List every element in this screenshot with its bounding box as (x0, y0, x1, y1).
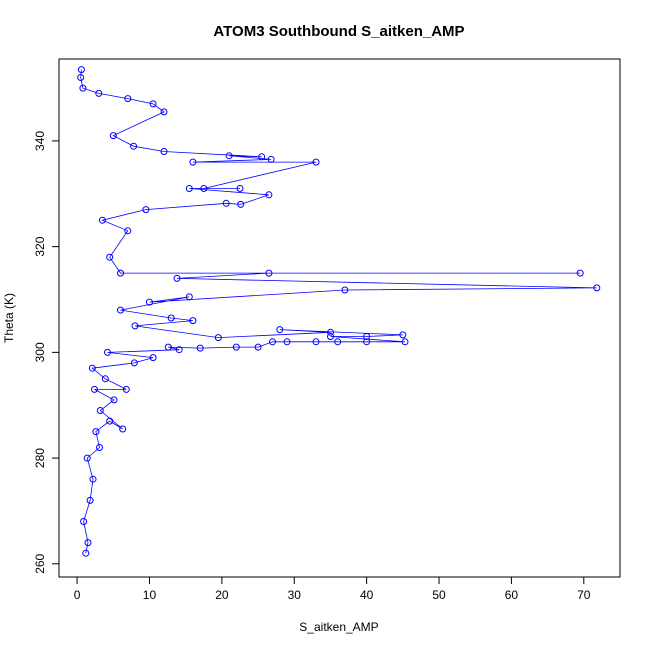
x-tick-label: 40 (360, 588, 374, 602)
plot-frame (58, 58, 621, 578)
data-point (101, 375, 109, 383)
data-point (312, 338, 320, 346)
data-point (104, 348, 111, 356)
data-point (86, 496, 94, 504)
data-point (196, 344, 204, 352)
data-point (110, 396, 118, 404)
data-point (106, 417, 114, 425)
data-point (164, 343, 172, 351)
data-point (119, 425, 127, 433)
data-point (117, 269, 124, 277)
data-point (146, 298, 153, 306)
data-point (88, 364, 96, 372)
series-line (80, 69, 597, 554)
data-point (96, 444, 103, 451)
data-point (265, 191, 273, 199)
data-point (117, 306, 124, 314)
x-tick-label: 0 (74, 588, 81, 602)
data-point (214, 334, 222, 342)
data-point (232, 343, 240, 351)
data-point (401, 338, 409, 346)
y-tick-label: 280 (33, 448, 47, 468)
data-point (236, 185, 244, 192)
x-axis: 0 10 20 30 40 50 60 70 (74, 576, 591, 602)
y-tick-label: 300 (33, 342, 47, 362)
data-point (96, 407, 104, 414)
data-point (149, 354, 157, 362)
data-point (593, 284, 601, 292)
data-point (149, 100, 157, 108)
data-point (341, 286, 349, 294)
data-point (79, 84, 87, 92)
data-point (254, 343, 262, 351)
data-point (312, 158, 320, 166)
y-axis: 260 280 300 320 340 (33, 131, 60, 574)
data-point (124, 95, 132, 103)
data-point (122, 385, 130, 393)
data-point (89, 475, 97, 483)
data-point (92, 428, 100, 436)
x-axis-label: S_aitken_AMP (299, 620, 378, 634)
data-point (91, 385, 98, 393)
data-point (189, 158, 197, 166)
data-point (106, 253, 114, 261)
data-point (98, 216, 106, 224)
data-point (327, 328, 334, 336)
x-tick-label: 10 (143, 588, 157, 602)
data-point (269, 338, 276, 346)
chart-title: ATOM3 Southbound S_aitken_AMP (213, 23, 464, 40)
data-point (222, 199, 230, 207)
x-tick-label: 50 (432, 588, 446, 602)
data-point (399, 331, 407, 339)
data-point (363, 338, 371, 346)
data-point (363, 333, 371, 340)
data-point (77, 66, 85, 74)
x-tick-label: 30 (288, 588, 302, 602)
series-layer (77, 66, 601, 557)
data-point (131, 322, 139, 330)
x-tick-label: 70 (577, 588, 591, 602)
data-point (185, 293, 193, 301)
data-point (258, 153, 266, 161)
y-axis-label: Theta (K) (2, 293, 16, 343)
y-tick-label: 260 (33, 553, 47, 573)
x-tick-label: 60 (505, 588, 519, 602)
data-point (130, 359, 138, 367)
data-point (225, 152, 233, 160)
data-point (334, 338, 342, 346)
data-point (142, 206, 150, 214)
data-point (84, 539, 92, 547)
data-point (109, 132, 117, 140)
data-point (265, 269, 273, 277)
data-point (173, 274, 181, 282)
data-point (267, 155, 275, 163)
data-point (83, 454, 91, 462)
data-point (327, 333, 334, 340)
data-point (283, 338, 291, 346)
data-point (160, 148, 168, 155)
data-point (189, 317, 197, 325)
x-tick-label: 20 (215, 588, 229, 602)
y-tick-label: 340 (33, 131, 47, 151)
data-point (130, 142, 138, 150)
data-point (237, 200, 245, 208)
data-point (167, 314, 175, 322)
data-point (276, 326, 284, 334)
data-point (185, 185, 193, 192)
data-point (124, 227, 132, 235)
data-point (200, 185, 208, 192)
data-point (576, 269, 584, 277)
data-point (82, 549, 90, 557)
data-point (77, 74, 85, 81)
data-point (80, 518, 88, 525)
data-point (95, 89, 103, 97)
y-tick-label: 320 (33, 236, 47, 256)
data-point (160, 108, 168, 116)
data-point (175, 346, 183, 354)
